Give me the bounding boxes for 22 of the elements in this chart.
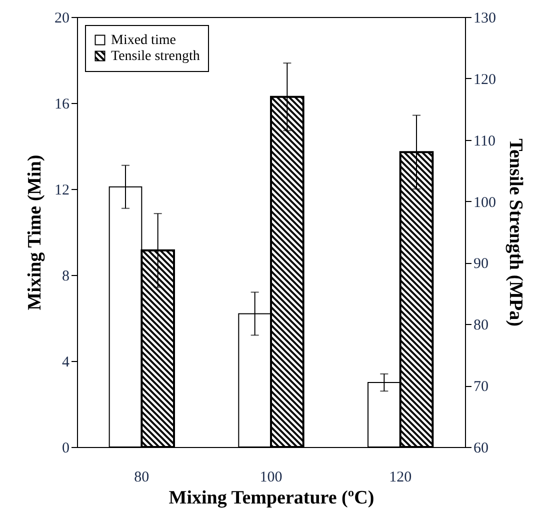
y-tick-label: 16 — [54, 96, 70, 112]
legend-label: Mixed time — [111, 33, 176, 48]
y-tick-label: 8 — [62, 268, 70, 284]
x-tick-label: 120 — [389, 470, 412, 486]
y-tick-label: 4 — [62, 354, 70, 370]
x-axis-title: Mixing Temperature (ºC) — [168, 488, 374, 508]
y2-tick-label: 120 — [474, 72, 496, 88]
y-axis-title: Mixing Time (Min) — [24, 154, 46, 310]
y2-tick-label: 80 — [474, 318, 488, 334]
y2-tick-label: 110 — [474, 133, 496, 150]
legend-label: Tensile strength — [111, 49, 200, 64]
y2-axis-title: Tensile Strength (MPa) — [505, 138, 526, 326]
x-tick-label: 80 — [134, 470, 150, 486]
y2-tick-label: 70 — [474, 379, 488, 396]
y2-tick-label: 90 — [474, 256, 488, 272]
y-tick-label: 20 — [54, 10, 70, 26]
x-tick-label: 100 — [260, 470, 282, 486]
y2-tick-label: 130 — [474, 10, 496, 26]
y2-tick-label: 60 — [474, 440, 488, 456]
y2-tick-label: 100 — [474, 194, 496, 211]
y-tick-label: 0 — [62, 440, 70, 456]
y-tick-label: 12 — [54, 182, 70, 198]
